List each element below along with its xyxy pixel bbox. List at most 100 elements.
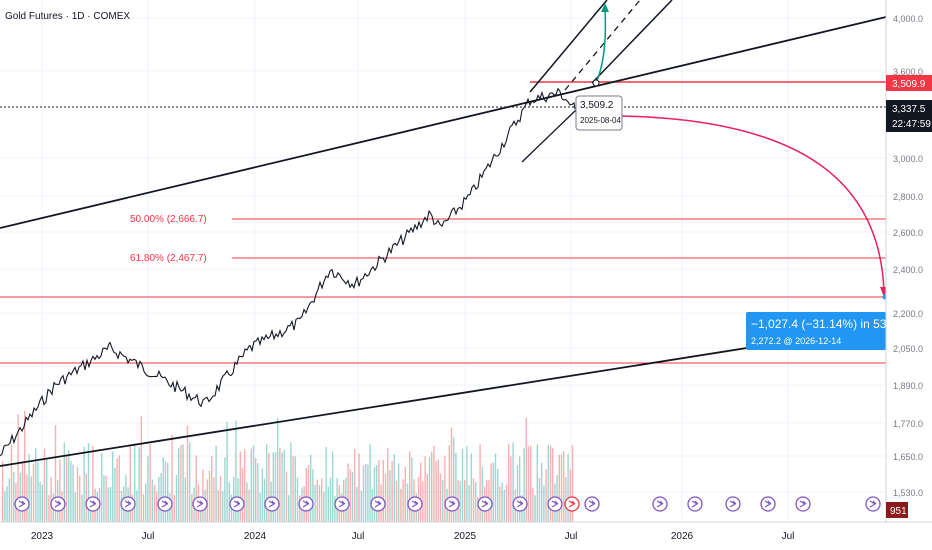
volume-bar <box>492 462 494 522</box>
projection-arrow-down[interactable] <box>621 115 885 293</box>
tooltip-date: 2025-08-04 <box>580 116 621 125</box>
event-icon[interactable] <box>795 496 811 512</box>
volume-bar <box>538 478 541 522</box>
volume-bar <box>398 463 400 522</box>
event-icon[interactable] <box>564 496 580 512</box>
time-tick: Jul <box>782 531 795 542</box>
event-icon[interactable] <box>157 496 173 512</box>
event-icon[interactable] <box>50 496 66 512</box>
event-icon[interactable] <box>865 496 881 512</box>
volume-bar <box>527 446 530 522</box>
lower-trendline[interactable] <box>0 325 887 467</box>
volume-bar <box>272 452 274 522</box>
volume-bar <box>409 451 411 522</box>
volume-bar <box>202 469 204 522</box>
volume-bar <box>494 453 497 522</box>
event-icon[interactable] <box>584 496 600 512</box>
event-icon[interactable] <box>85 496 101 512</box>
volume-bar <box>4 491 6 522</box>
event-icon[interactable] <box>512 496 528 512</box>
volume-bar <box>175 475 178 522</box>
channel-left[interactable] <box>529 0 608 93</box>
price-tick: 3,600.0 <box>893 67 923 77</box>
upper-trendline[interactable] <box>0 16 887 229</box>
volume-bar <box>321 478 323 522</box>
volume-bar <box>466 446 468 522</box>
event-icon[interactable] <box>298 496 314 512</box>
volume-bar <box>50 477 52 522</box>
volume-bar <box>46 459 48 522</box>
event-icon[interactable] <box>444 496 460 512</box>
event-icon[interactable] <box>229 496 245 512</box>
volume-bar <box>307 465 310 522</box>
price-series[interactable] <box>0 87 576 457</box>
volume-bar <box>83 446 85 522</box>
event-icon[interactable] <box>120 496 136 512</box>
volume-bar <box>382 460 384 522</box>
volume-bar <box>314 484 316 522</box>
channel-bottom-left[interactable] <box>521 109 577 163</box>
volume-bar <box>136 490 138 522</box>
event-icon[interactable] <box>264 496 280 512</box>
time-axis[interactable]: 2023 Jul 2024 Jul 2025 Jul 2026 Jul <box>31 531 795 542</box>
volume-bar <box>103 475 105 522</box>
volume-bar <box>426 474 428 522</box>
volume-bar <box>63 442 65 522</box>
volume-bar <box>501 482 503 522</box>
volume-bar <box>32 463 35 522</box>
volume-bar <box>107 487 109 522</box>
volume-bar <box>349 469 351 522</box>
volume-bar <box>503 489 505 522</box>
volume-bar <box>76 467 79 522</box>
volume-bar <box>263 478 266 522</box>
event-icon[interactable] <box>334 496 350 512</box>
volume-bar <box>472 478 475 522</box>
volume-bar <box>294 456 296 522</box>
volume-bar <box>296 477 299 522</box>
event-icon[interactable] <box>14 496 30 512</box>
projection-arrow-up[interactable] <box>595 7 607 84</box>
event-icon[interactable] <box>652 496 668 512</box>
volume-bar <box>468 485 470 522</box>
volume-bar <box>250 448 252 522</box>
volume-bar <box>305 468 307 522</box>
volume-bar <box>10 444 13 522</box>
event-icon[interactable] <box>407 496 423 512</box>
volume-bar <box>252 445 255 522</box>
volume-bar <box>332 451 334 522</box>
channel-right[interactable] <box>591 0 673 84</box>
volume-bar <box>235 420 237 522</box>
tooltip-price: 3,509.2 <box>580 100 614 111</box>
volume-bar <box>444 456 446 522</box>
event-icon[interactable] <box>477 496 493 512</box>
anchor-point[interactable] <box>592 79 600 87</box>
volume-bar <box>153 484 156 522</box>
volume-bar <box>164 461 167 522</box>
event-icon[interactable] <box>370 496 386 512</box>
volume-bar <box>167 462 169 522</box>
volume-bar <box>329 477 332 522</box>
volume-bar <box>28 454 30 522</box>
volume-bar <box>400 488 402 522</box>
volume-bar <box>151 479 153 522</box>
price-tick: 1,530.0 <box>893 488 923 498</box>
volume-bar <box>560 454 563 522</box>
volume-bar <box>70 461 72 522</box>
volume-bar <box>147 456 149 522</box>
volume-bar <box>59 459 61 522</box>
volume-bar <box>470 453 472 522</box>
event-icon[interactable] <box>725 496 741 512</box>
channel-mid[interactable] <box>564 0 641 91</box>
volume-bar <box>461 448 464 522</box>
volume-bar <box>384 473 387 522</box>
event-icon[interactable] <box>687 496 703 512</box>
volume-bar <box>257 463 259 522</box>
event-icon[interactable] <box>192 496 208 512</box>
volume-bar <box>41 484 43 522</box>
event-icon[interactable] <box>760 496 776 512</box>
price-axis[interactable]: 4,000.0 3,600.0 3,000.0 2,800.0 2,600.0 2,400… <box>893 14 923 498</box>
projection-box[interactable]: −1,027.4 (−31.14%) in 531d 1 2,272.2 @ 2… <box>746 312 910 350</box>
volume-bar <box>101 453 103 522</box>
event-icon[interactable] <box>547 496 563 512</box>
